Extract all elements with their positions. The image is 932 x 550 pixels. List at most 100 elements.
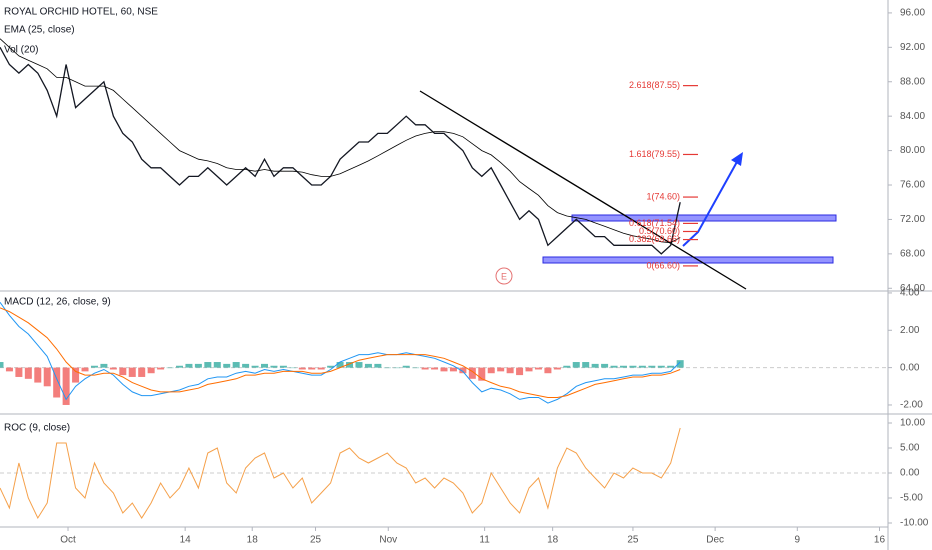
histogram-bar [109,367,117,370]
x-tick-label: 18 [247,535,259,546]
series-line [0,427,681,520]
fib-label: 0.5(70.60) [639,226,680,236]
histogram-bar [100,363,108,368]
histogram-bar [553,367,561,370]
histogram-bar [157,367,165,370]
histogram-bar [610,365,618,368]
histogram-bar [53,367,61,398]
fib-label: 0.618(71.54) [629,218,680,228]
y-tick-label: 88.00 [900,76,925,87]
y-tick-label: 72.00 [900,214,925,225]
y-tick-label: 4.00 [900,288,920,299]
histogram-bar [657,365,665,368]
histogram-bar [185,363,193,368]
x-tick-label: 11 [479,535,490,546]
x-tick-label: Dec [706,535,724,546]
histogram-bar [497,367,505,372]
series-line [0,307,681,398]
histogram-bar [412,367,420,369]
fib-label: 0(66.60) [646,260,680,270]
histogram-bar [487,367,495,374]
histogram-bar [204,362,212,368]
histogram-bar [638,365,646,368]
histogram-bar [355,362,363,368]
histogram-bar [213,362,221,368]
histogram-bar [676,360,684,368]
histogram-bar [175,365,183,368]
histogram-bar [24,367,32,379]
histogram-bar [393,367,401,369]
y-tick-label: -10.00 [900,518,929,529]
histogram-bar [298,367,306,370]
y-tick-label: 68.00 [900,248,925,259]
histogram-bar [440,367,448,372]
histogram-bar [374,363,382,368]
histogram-bar [261,363,269,368]
histogram-bar [0,362,4,368]
histogram-bar [468,367,476,379]
histogram-bar [251,365,259,368]
x-tick-label: 25 [310,535,322,546]
fib-label: 1.618(79.55) [629,149,680,159]
histogram-bar [147,367,155,374]
y-tick-label: 96.00 [900,8,925,19]
panel-title: ROC (9, close) [4,423,70,434]
histogram-bar [525,367,533,372]
histogram-bar [90,365,98,368]
earnings-label: E [501,271,507,281]
histogram-bar [5,367,13,372]
y-tick-label: 92.00 [900,42,925,53]
histogram-bar [601,363,609,368]
histogram-bar [449,367,457,372]
indicator-label: Vol (20) [4,45,38,56]
indicator-label: EMA (25, close) [4,25,75,36]
histogram-bar [534,367,542,370]
histogram-bar [629,365,637,368]
histogram-bar [15,367,23,377]
histogram-bar [119,367,127,376]
histogram-bar [317,367,325,370]
histogram-bar [270,365,278,368]
x-tick-label: 9 [795,535,801,546]
x-tick-label: 18 [547,535,559,546]
histogram-bar [72,367,80,383]
x-tick-label: 16 [874,535,886,546]
y-tick-label: 10.00 [900,418,925,429]
histogram-bar [563,365,571,368]
histogram-bar [431,367,439,370]
histogram-bar [289,367,297,369]
histogram-bar [223,363,231,368]
y-tick-label: 5.00 [900,443,920,454]
fib-label: 1(74.60) [646,191,680,201]
y-tick-label: 80.00 [900,145,925,156]
histogram-bar [572,362,580,368]
x-tick-label: Nov [379,535,397,546]
histogram-bar [166,367,174,369]
histogram-bar [667,365,675,368]
histogram-bar [383,367,391,369]
y-tick-label: 64.00 [900,283,925,294]
y-tick-label: 84.00 [900,111,925,122]
series-line [0,38,681,244]
y-tick-label: -5.00 [900,493,923,504]
histogram-bar [516,367,524,376]
histogram-bar [81,367,89,372]
histogram-bar [308,367,316,370]
histogram-bar [591,363,599,368]
x-tick-label: 25 [627,535,639,546]
fib-label: 2.618(87.55) [629,80,680,90]
fib-label: 0.382(69.66) [629,234,680,244]
histogram-bar [346,362,354,368]
histogram-bar [242,363,250,368]
histogram-bar [421,367,429,370]
histogram-bar [232,362,240,368]
histogram-bar [336,362,344,368]
histogram-bar [138,367,146,377]
y-tick-label: 0.00 [900,362,920,373]
earnings-marker [495,267,513,285]
histogram-bar [62,367,70,405]
histogram-bar [43,367,51,387]
x-tick-label: 14 [180,535,192,546]
